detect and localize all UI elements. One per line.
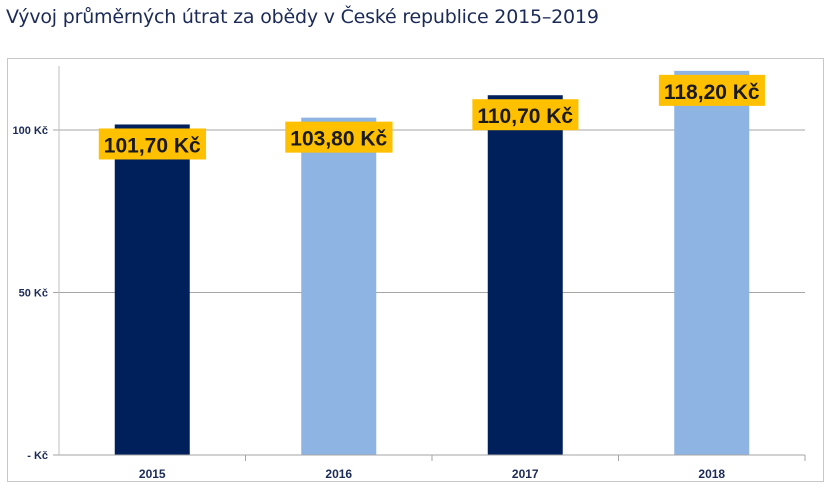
x-tick-label: 2016 (325, 467, 352, 481)
data-label-text: 103,80 Kč (290, 128, 387, 151)
data-label-text: 110,70 Kč (477, 105, 573, 128)
y-tick-label: 100 Kč (13, 125, 48, 137)
data-label-background (285, 121, 393, 153)
data-label-text: 101,70 Kč (104, 134, 201, 157)
data-labels: 101,70 Kč 103,80 Kč 110,70 Kč 118,20 Kč (98, 74, 765, 160)
bar-2015 (114, 124, 190, 455)
x-tick-label: 2017 (512, 467, 539, 481)
data-label-background (658, 74, 765, 106)
data-label: 118,20 Kč (658, 74, 765, 106)
data-label-background (98, 128, 207, 160)
bar-2017 (487, 95, 563, 455)
bars (114, 70, 750, 456)
x-tick-label: 2018 (698, 467, 725, 481)
y-tick-label: - Kč (27, 450, 48, 462)
data-label: 101,70 Kč (98, 128, 207, 160)
x-tick-label: 2015 (139, 467, 166, 481)
data-label-text: 118,20 Kč (664, 81, 760, 104)
chart-title: Vývoj průměrných útrat za obědy v České … (6, 6, 599, 28)
y-tick-label: 50 Kč (19, 288, 48, 300)
data-label: 103,80 Kč (285, 121, 393, 153)
axes: - Kč 50 Kč 100 Kč 2015 2016 2017 2018 (13, 66, 806, 481)
bar-2016 (301, 117, 377, 456)
bar-2018 (674, 70, 750, 455)
data-label-background (472, 99, 579, 131)
data-label: 110,70 Kč (472, 99, 579, 131)
